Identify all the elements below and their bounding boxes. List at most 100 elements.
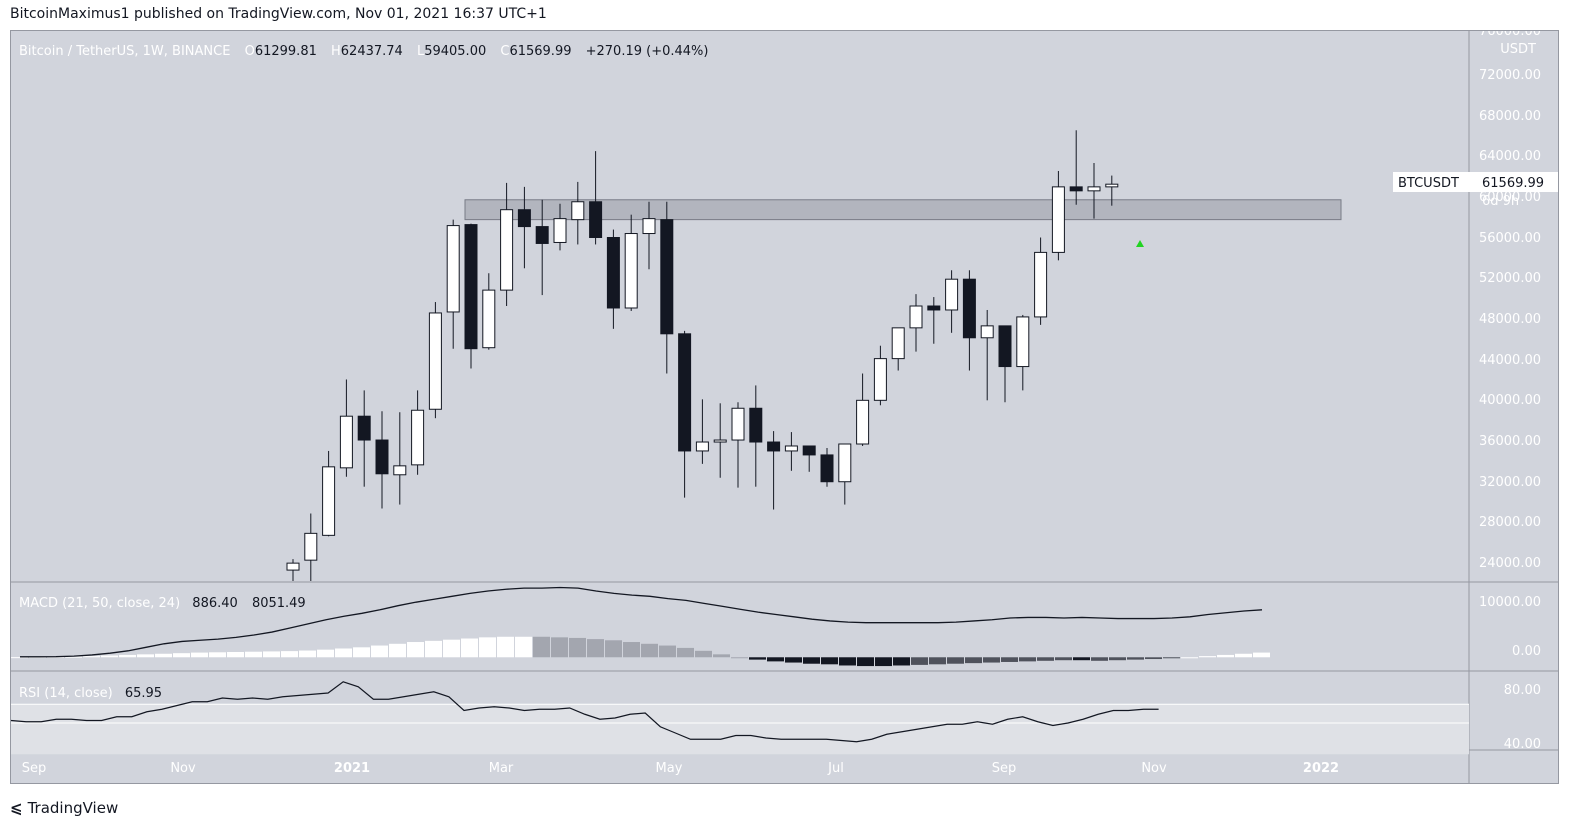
macd-histogram-bar xyxy=(1127,657,1144,660)
macd-layer xyxy=(11,586,1270,667)
price-tag-symbol: BTCUSDT xyxy=(1398,176,1459,191)
time-tick: Sep xyxy=(22,761,47,776)
macd-histogram-bar xyxy=(695,650,712,658)
macd-histogram-bar xyxy=(1091,657,1108,661)
macd-histogram-bar xyxy=(353,647,370,658)
macd-histogram-bar xyxy=(623,642,640,658)
macd-histogram-bar xyxy=(875,657,892,667)
candle-body xyxy=(1087,186,1101,192)
resistance-zone xyxy=(464,199,1342,221)
macd-histogram-bar xyxy=(299,650,316,658)
candle-body xyxy=(517,209,531,228)
price-tick: 72000.00 xyxy=(1479,68,1541,83)
macd-label: MACD (21, 50, close, 24) xyxy=(19,596,180,611)
green-triangle-marker xyxy=(1136,240,1144,247)
macd-histogram-bar xyxy=(47,656,64,658)
candle-body xyxy=(571,201,585,221)
candle-body xyxy=(446,225,460,313)
candle-body xyxy=(1051,186,1065,253)
macd-histogram-bar xyxy=(911,657,928,665)
candle-body xyxy=(375,439,389,475)
macd-histogram-bar xyxy=(893,657,910,666)
legend-close: 61569.99 xyxy=(509,44,571,59)
macd-histogram-bar xyxy=(929,657,946,665)
candle-body xyxy=(891,327,905,360)
macd-histogram-bar xyxy=(479,637,496,658)
macd-histogram-bar xyxy=(1217,654,1234,658)
time-tick: Jul xyxy=(827,761,844,776)
time-tick: 2022 xyxy=(1303,761,1339,776)
macd-histogram-bar xyxy=(371,645,388,658)
candle-body xyxy=(286,562,300,571)
candle-body xyxy=(642,218,656,235)
candle-body xyxy=(784,445,798,452)
macd-histogram-bar xyxy=(65,656,82,658)
candle-body xyxy=(482,289,496,349)
legend-high: 62437.74 xyxy=(341,44,403,59)
macd-histogram-bar xyxy=(641,643,658,658)
candle-body xyxy=(962,278,976,339)
macd-histogram-bar xyxy=(857,657,874,667)
macd-histogram-bar xyxy=(11,657,28,659)
macd-histogram-bar xyxy=(1109,657,1126,661)
published-line: BitcoinMaximus1 published on TradingView… xyxy=(10,6,547,22)
candle-body xyxy=(357,415,371,441)
candle-body xyxy=(535,226,549,244)
rsi-layer xyxy=(11,681,1469,743)
macd-histogram-bar xyxy=(407,642,424,658)
candle-body xyxy=(1069,186,1083,192)
price-tick: 52000.00 xyxy=(1479,271,1541,286)
candle-body xyxy=(304,532,318,561)
tradingview-logo-icon: ⩽ xyxy=(10,799,23,817)
chart-panel[interactable]: Bitcoin / TetherUS, 1W, BINANCE O61299.8… xyxy=(10,30,1559,784)
macd-histogram-bar xyxy=(1181,657,1198,659)
macd-histogram-bar xyxy=(965,657,982,664)
price-tick: 76000.00 xyxy=(1479,31,1541,39)
candle-body xyxy=(322,466,336,536)
macd-histogram-bar xyxy=(1037,657,1054,661)
legend-symbol: Bitcoin / TetherUS, 1W, BINANCE xyxy=(19,44,230,59)
macd-histogram-bar xyxy=(209,652,226,658)
macd-histogram-bar xyxy=(137,654,154,658)
macd-histogram-bar xyxy=(29,657,46,659)
candle-body xyxy=(820,454,834,483)
price-tick: 44000.00 xyxy=(1479,353,1541,368)
macd-histogram-bar xyxy=(1145,657,1162,660)
candle-body xyxy=(998,325,1012,368)
price-tag-box xyxy=(1393,172,1558,192)
rsi-tick: 80.00 xyxy=(1504,683,1541,698)
macd-histogram-bar xyxy=(119,654,136,658)
macd-line xyxy=(20,586,1263,658)
candle-body xyxy=(589,201,603,239)
footer[interactable]: ⩽ TradingView xyxy=(10,798,118,818)
candle-body xyxy=(767,441,781,452)
price-chart[interactable]: Bitcoin / TetherUS, 1W, BINANCE O61299.8… xyxy=(11,31,1558,783)
candle-body xyxy=(695,441,709,452)
macd-histogram-bar xyxy=(731,657,748,659)
macd-histogram-bar xyxy=(947,657,964,664)
candle-body xyxy=(1016,316,1030,368)
svg-text:RSI (14, close) 65.95: RSI (14, close) 65.95 xyxy=(19,686,162,701)
candle-body xyxy=(731,407,745,441)
candle-body xyxy=(856,399,870,445)
rsi-value: 65.95 xyxy=(125,686,162,701)
macd-value-2: 8051.49 xyxy=(252,596,306,611)
candle-body xyxy=(1034,251,1048,318)
candle-body xyxy=(802,445,816,456)
macd-histogram-bar xyxy=(1019,657,1036,662)
svg-text:MACD (21, 50, close, 24): MACD (21, 50, close, 24) 886.40 8051.49 xyxy=(19,596,306,611)
legend-open-label: O xyxy=(245,44,255,59)
price-tick: 36000.00 xyxy=(1479,434,1541,449)
candle-body xyxy=(428,312,442,410)
macd-histogram-bar xyxy=(839,657,856,666)
macd-tick: 0.00 xyxy=(1512,644,1541,659)
macd-tick: 10000.00 xyxy=(1479,595,1541,610)
macd-histogram-bar xyxy=(713,654,730,658)
rsi-label: RSI (14, close) xyxy=(19,686,113,701)
macd-histogram-bar xyxy=(1253,652,1270,658)
candle-body xyxy=(678,333,692,452)
macd-histogram-bar xyxy=(1001,657,1018,662)
macd-histogram-bar xyxy=(659,645,676,658)
macd-histogram-bar xyxy=(443,639,460,658)
candle-body xyxy=(1105,183,1119,188)
